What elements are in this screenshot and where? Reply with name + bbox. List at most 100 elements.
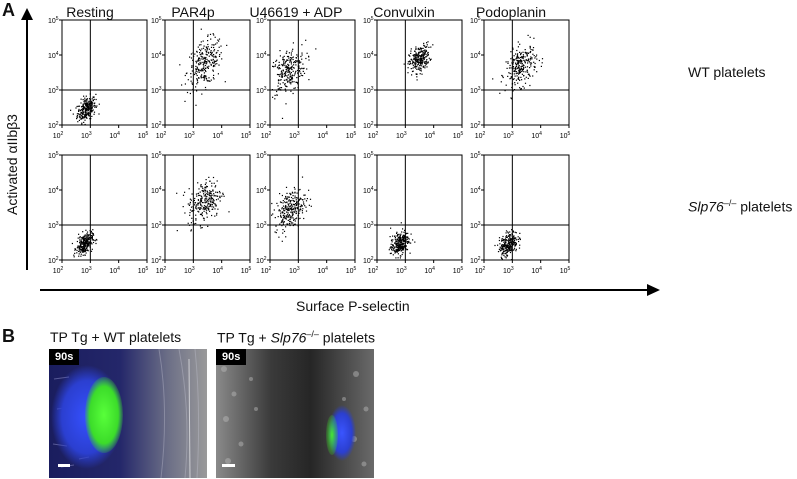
- data-point: [406, 238, 408, 241]
- data-point: [88, 107, 90, 109]
- data-point: [524, 66, 527, 68]
- data-point: [518, 65, 520, 67]
- data-point: [83, 116, 85, 118]
- data-point: [399, 237, 401, 239]
- data-point: [85, 108, 88, 110]
- data-point: [216, 42, 218, 44]
- data-point: [308, 59, 310, 61]
- data-point: [85, 240, 87, 242]
- data-point: [78, 114, 80, 116]
- data-point: [414, 241, 416, 243]
- data-point: [284, 212, 286, 215]
- data-point: [400, 243, 402, 245]
- data-point: [391, 239, 393, 241]
- data-point: [190, 80, 192, 82]
- x-tick-label: 102: [156, 266, 167, 275]
- data-point: [401, 249, 403, 251]
- data-point: [425, 63, 427, 66]
- data-point: [85, 116, 88, 119]
- data-point: [81, 106, 83, 108]
- data-point: [420, 68, 422, 70]
- data-point: [515, 63, 517, 65]
- data-point: [83, 95, 85, 97]
- data-point: [287, 196, 289, 198]
- data-point: [417, 47, 419, 49]
- data-point: [513, 249, 515, 251]
- data-point: [499, 243, 501, 245]
- data-point: [296, 217, 298, 219]
- data-point: [84, 116, 86, 118]
- data-point: [95, 106, 97, 108]
- data-point: [291, 205, 293, 207]
- data-point: [89, 115, 91, 117]
- data-point: [287, 63, 289, 65]
- data-point: [400, 245, 403, 247]
- data-point: [283, 209, 285, 211]
- data-point: [86, 102, 88, 105]
- data-point: [214, 65, 216, 67]
- x-tick-label: 104: [531, 131, 542, 140]
- data-point: [94, 240, 96, 242]
- data-point: [298, 67, 300, 69]
- data-point: [78, 253, 80, 255]
- data-point: [424, 49, 426, 51]
- data-point: [201, 53, 203, 55]
- data-point: [521, 60, 523, 62]
- data-point: [221, 195, 223, 197]
- data-point: [293, 67, 295, 69]
- data-point: [210, 63, 212, 65]
- data-point: [82, 246, 84, 248]
- data-point: [516, 75, 518, 77]
- data-point: [290, 72, 292, 74]
- data-point: [282, 205, 285, 207]
- data-point: [198, 69, 200, 71]
- data-point: [278, 74, 280, 76]
- data-point: [278, 75, 281, 77]
- data-point: [402, 237, 405, 239]
- data-point: [201, 215, 203, 217]
- data-point: [396, 238, 398, 240]
- data-point: [210, 203, 212, 205]
- data-point: [214, 63, 216, 65]
- image-title-slp76-prefix: TP Tg +: [217, 329, 271, 346]
- data-point: [412, 239, 414, 241]
- data-point: [390, 227, 392, 229]
- data-point: [418, 58, 420, 60]
- data-point: [76, 117, 78, 119]
- data-point: [88, 98, 91, 100]
- row-label-wt: WT platelets: [688, 64, 766, 80]
- data-point: [287, 207, 289, 209]
- data-point: [205, 197, 207, 199]
- data-point: [511, 86, 513, 89]
- data-point: [519, 51, 521, 53]
- data-point: [518, 62, 520, 64]
- data-point: [210, 193, 212, 195]
- data-point: [204, 69, 206, 71]
- data-point: [90, 102, 92, 104]
- data-point: [419, 62, 421, 64]
- data-point: [517, 41, 519, 43]
- data-point: [87, 244, 89, 246]
- data-point: [423, 50, 425, 52]
- data-point: [79, 247, 81, 249]
- data-point: [286, 198, 288, 200]
- data-point: [403, 246, 405, 248]
- data-point: [515, 232, 517, 234]
- data-point: [287, 74, 289, 76]
- data-point: [213, 50, 215, 52]
- data-point: [526, 66, 529, 68]
- data-point: [206, 196, 208, 198]
- data-point: [508, 72, 510, 74]
- data-point: [201, 61, 203, 63]
- data-point: [303, 194, 305, 196]
- data-point: [191, 83, 194, 85]
- data-point: [216, 195, 218, 197]
- data-point: [212, 77, 214, 79]
- data-point: [396, 232, 398, 234]
- data-point: [513, 68, 515, 70]
- data-point: [279, 223, 281, 225]
- data-point: [271, 214, 273, 216]
- data-point: [287, 69, 289, 72]
- data-point: [520, 53, 522, 55]
- data-point: [84, 246, 86, 248]
